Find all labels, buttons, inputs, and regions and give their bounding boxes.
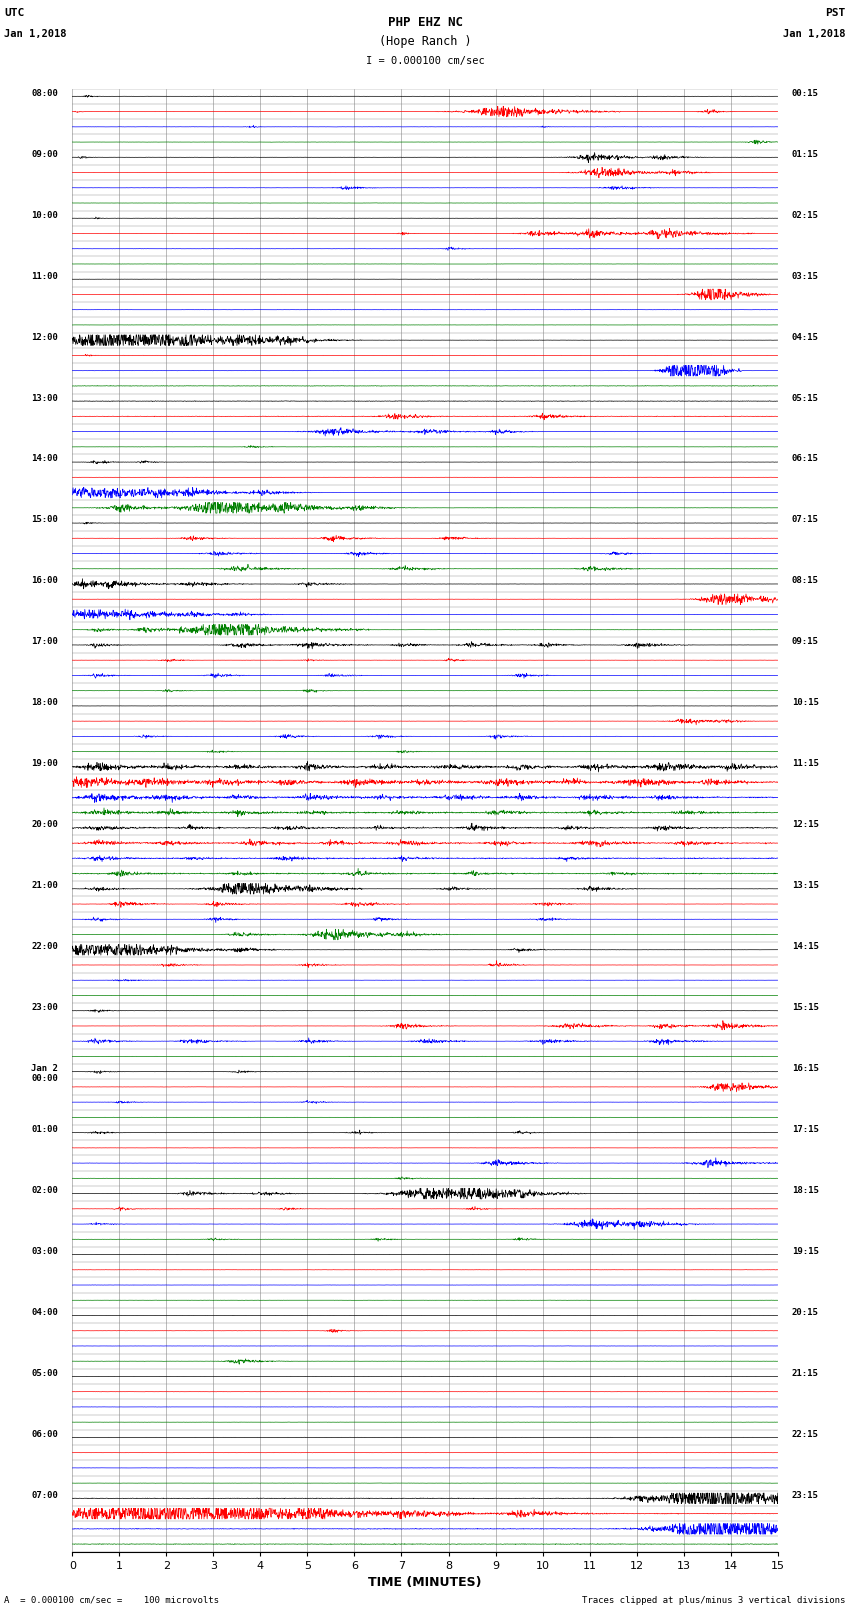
Text: 11:15: 11:15 [792, 760, 819, 768]
Text: 09:15: 09:15 [792, 637, 819, 647]
Text: 04:15: 04:15 [792, 332, 819, 342]
Text: 05:00: 05:00 [31, 1369, 58, 1378]
Text: 05:15: 05:15 [792, 394, 819, 403]
Text: 12:15: 12:15 [792, 821, 819, 829]
Text: 13:00: 13:00 [31, 394, 58, 403]
Text: 19:00: 19:00 [31, 760, 58, 768]
Text: 07:15: 07:15 [792, 516, 819, 524]
Text: 14:00: 14:00 [31, 455, 58, 463]
Text: 01:15: 01:15 [792, 150, 819, 158]
Text: Jan 1,2018: Jan 1,2018 [4, 29, 67, 39]
Text: 11:00: 11:00 [31, 271, 58, 281]
Text: 16:15: 16:15 [792, 1065, 819, 1073]
Text: A  = 0.000100 cm/sec =    100 microvolts: A = 0.000100 cm/sec = 100 microvolts [4, 1595, 219, 1605]
Text: 13:15: 13:15 [792, 881, 819, 890]
Text: 00:15: 00:15 [792, 89, 819, 98]
Text: 16:00: 16:00 [31, 576, 58, 586]
Text: 21:00: 21:00 [31, 881, 58, 890]
Text: Jan 1,2018: Jan 1,2018 [783, 29, 846, 39]
X-axis label: TIME (MINUTES): TIME (MINUTES) [368, 1576, 482, 1589]
Text: 01:00: 01:00 [31, 1124, 58, 1134]
Text: 10:15: 10:15 [792, 698, 819, 706]
Text: 15:00: 15:00 [31, 516, 58, 524]
Text: 08:00: 08:00 [31, 89, 58, 98]
Text: 17:15: 17:15 [792, 1124, 819, 1134]
Text: 08:15: 08:15 [792, 576, 819, 586]
Text: PST: PST [825, 8, 846, 18]
Text: 23:00: 23:00 [31, 1003, 58, 1011]
Text: 20:15: 20:15 [792, 1308, 819, 1316]
Text: 06:15: 06:15 [792, 455, 819, 463]
Text: 14:15: 14:15 [792, 942, 819, 952]
Text: 02:00: 02:00 [31, 1186, 58, 1195]
Text: 21:15: 21:15 [792, 1369, 819, 1378]
Text: 23:15: 23:15 [792, 1490, 819, 1500]
Text: Jan 2
00:00: Jan 2 00:00 [31, 1065, 58, 1084]
Text: UTC: UTC [4, 8, 25, 18]
Text: 06:00: 06:00 [31, 1429, 58, 1439]
Text: 15:15: 15:15 [792, 1003, 819, 1011]
Text: 18:15: 18:15 [792, 1186, 819, 1195]
Text: 17:00: 17:00 [31, 637, 58, 647]
Text: 09:00: 09:00 [31, 150, 58, 158]
Text: 12:00: 12:00 [31, 332, 58, 342]
Text: PHP EHZ NC: PHP EHZ NC [388, 16, 462, 29]
Text: 02:15: 02:15 [792, 211, 819, 219]
Text: 04:00: 04:00 [31, 1308, 58, 1316]
Text: Traces clipped at plus/minus 3 vertical divisions: Traces clipped at plus/minus 3 vertical … [582, 1595, 846, 1605]
Text: 03:00: 03:00 [31, 1247, 58, 1257]
Text: 22:00: 22:00 [31, 942, 58, 952]
Text: 19:15: 19:15 [792, 1247, 819, 1257]
Text: 18:00: 18:00 [31, 698, 58, 706]
Text: (Hope Ranch ): (Hope Ranch ) [379, 35, 471, 48]
Text: 07:00: 07:00 [31, 1490, 58, 1500]
Text: 20:00: 20:00 [31, 821, 58, 829]
Text: 22:15: 22:15 [792, 1429, 819, 1439]
Text: 10:00: 10:00 [31, 211, 58, 219]
Text: 03:15: 03:15 [792, 271, 819, 281]
Text: I = 0.000100 cm/sec: I = 0.000100 cm/sec [366, 56, 484, 66]
